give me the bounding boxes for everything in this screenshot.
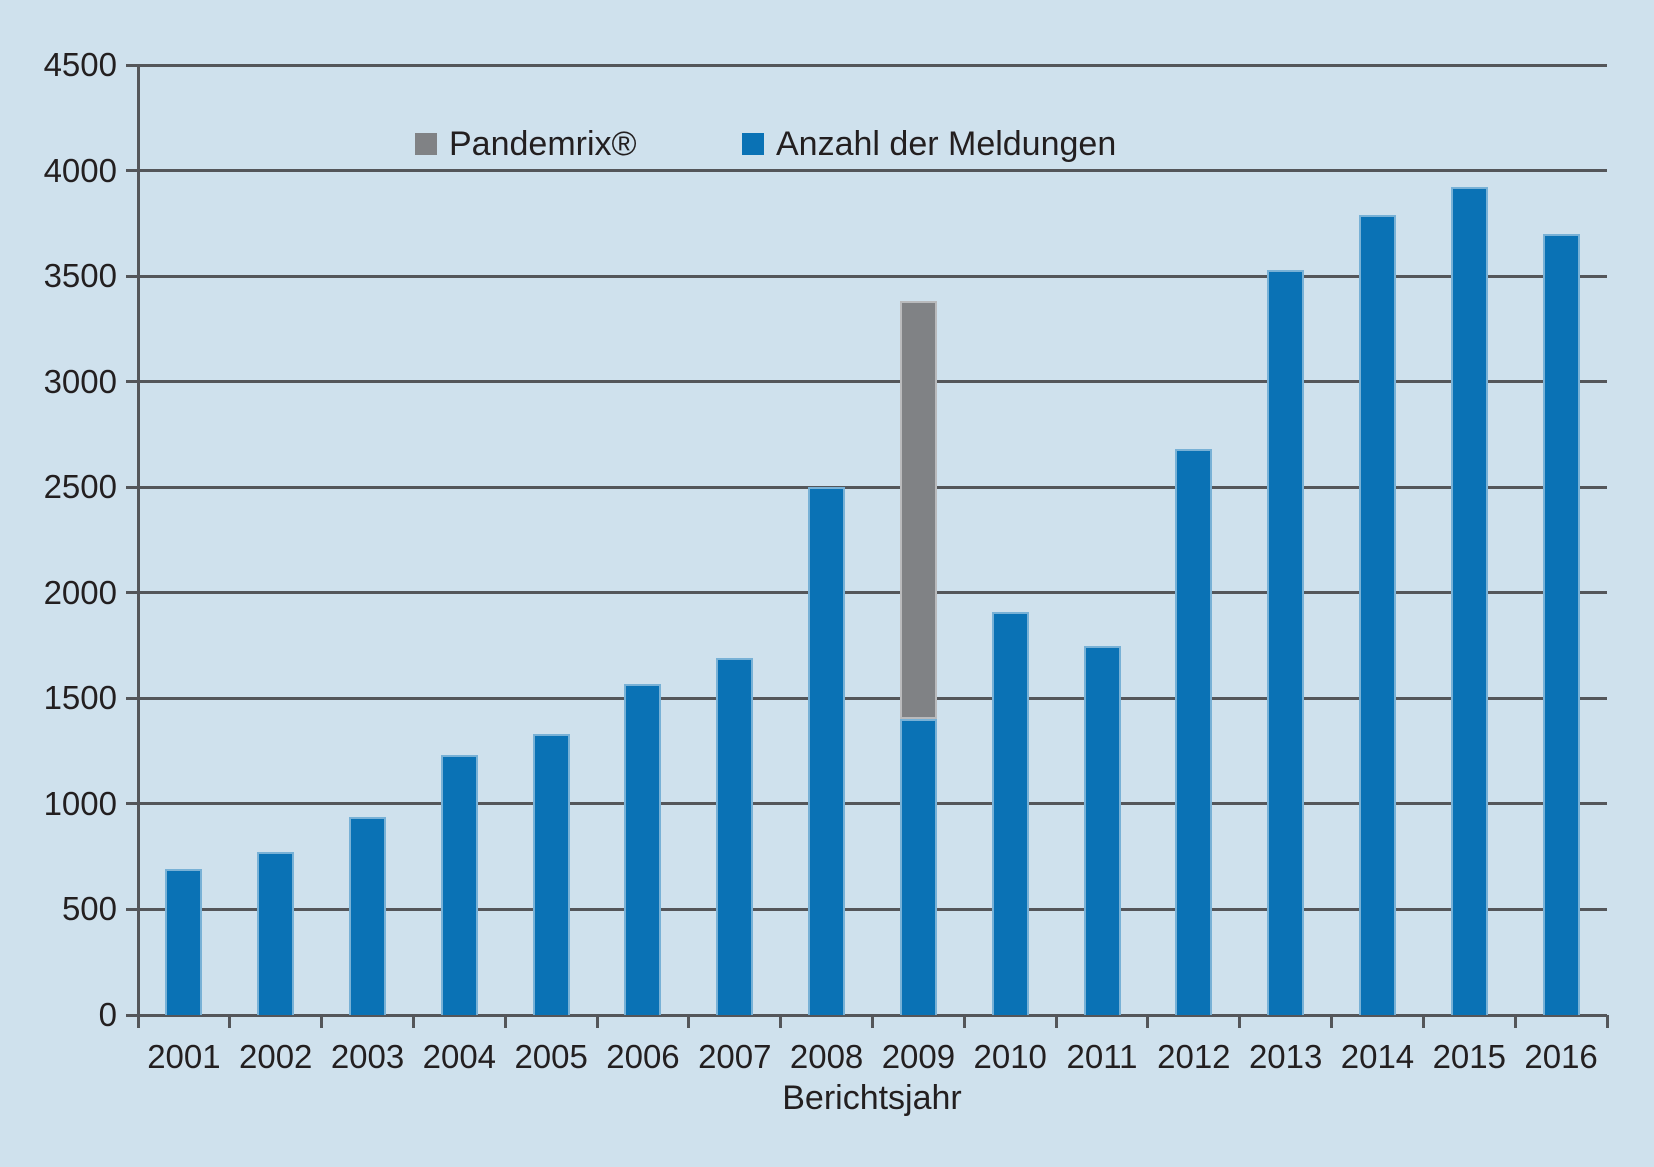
y-axis-tick	[126, 1013, 138, 1017]
bar-meldungen-2015	[1450, 187, 1488, 1015]
x-axis-label: 2002	[239, 1038, 313, 1075]
bar-meldungen-2010	[991, 611, 1029, 1015]
x-axis-tick	[136, 1015, 140, 1028]
y-axis-tick	[126, 380, 138, 384]
x-axis-label: 2006	[606, 1038, 680, 1075]
y-axis-label: 500	[61, 890, 117, 928]
bar-meldungen-2013	[1267, 269, 1305, 1015]
y-axis-label: 0	[98, 996, 117, 1033]
bar-meldungen-2006	[624, 683, 662, 1015]
x-axis-tick	[687, 1015, 691, 1028]
x-axis-tick	[228, 1015, 232, 1028]
y-axis-tick	[126, 169, 138, 173]
y-axis-tick	[126, 63, 138, 67]
x-axis-label: 2009	[881, 1038, 956, 1075]
bar-meldungen-2012	[1175, 449, 1213, 1015]
x-axis-label: 2012	[1157, 1038, 1231, 1075]
x-axis-tick	[1605, 1015, 1609, 1028]
x-axis-label: 2016	[1524, 1038, 1598, 1075]
x-axis-tick	[1238, 1015, 1242, 1028]
bar-meldungen-2009	[899, 719, 937, 1015]
gridline	[138, 274, 1607, 278]
y-axis-tick	[126, 696, 138, 700]
gridline	[138, 380, 1607, 384]
x-axis-tick	[1513, 1015, 1517, 1028]
y-axis-tick	[126, 802, 138, 806]
x-axis-tick	[1054, 1015, 1058, 1028]
gridline	[138, 696, 1607, 700]
x-axis-tick	[411, 1015, 415, 1028]
x-axis-tick	[1421, 1015, 1425, 1028]
x-axis-label: 2011	[1066, 1038, 1138, 1075]
y-axis-tick	[126, 274, 138, 278]
x-axis-label: 2013	[1248, 1038, 1323, 1075]
x-axis-tick	[503, 1015, 507, 1028]
y-axis-label: 1500	[43, 679, 117, 717]
y-axis-tick	[126, 485, 138, 489]
pandemrix-legend-swatch-icon	[415, 133, 437, 155]
y-axis-label: 4500	[43, 46, 117, 83]
x-axis-label: 2007	[698, 1038, 772, 1075]
gridline	[138, 169, 1607, 173]
bar-meldungen-2007	[716, 658, 754, 1015]
y-axis-label: 3000	[43, 362, 117, 400]
legend-item-pandemrix: Pandemrix®	[415, 124, 637, 164]
x-axis-tick	[1146, 1015, 1150, 1028]
bar-meldungen-2002	[257, 852, 295, 1015]
bar-pandemrix-2009	[899, 301, 937, 720]
x-axis-label: 2008	[789, 1038, 864, 1075]
y-axis-line	[136, 65, 140, 1028]
y-axis-label: 4000	[43, 151, 117, 189]
x-axis-label: 2015	[1432, 1038, 1506, 1075]
bar-meldungen-2003	[349, 816, 387, 1015]
legend-label-meldungen: Anzahl der Meldungen	[776, 125, 1117, 163]
x-axis-tick	[595, 1015, 599, 1028]
x-axis-tick	[962, 1015, 966, 1028]
x-axis-label: 2003	[330, 1038, 405, 1075]
gridline	[138, 802, 1607, 806]
bar-meldungen-2005	[532, 734, 570, 1015]
y-axis-tick	[126, 591, 138, 595]
y-axis-label: 2500	[43, 468, 117, 506]
y-axis-tick	[126, 907, 138, 911]
x-axis-label: 2010	[973, 1038, 1047, 1075]
y-axis-label: 2000	[43, 573, 117, 611]
legend-item-meldungen: Anzahl der Meldungen	[742, 124, 1116, 164]
bar-meldungen-2011	[1083, 645, 1121, 1015]
bar-meldungen-2004	[440, 755, 478, 1015]
x-axis-label: 2004	[422, 1038, 497, 1075]
gridline	[138, 63, 1607, 67]
meldungen-legend-swatch-icon	[742, 133, 764, 155]
y-axis-label: 1000	[43, 784, 117, 822]
x-axis-title: Berichtsjahr	[782, 1079, 962, 1117]
gridline	[138, 591, 1607, 595]
x-axis-tick	[871, 1015, 874, 1028]
x-axis-tick	[779, 1015, 783, 1028]
x-axis-label: 2001	[147, 1038, 221, 1075]
gridline	[138, 907, 1607, 911]
x-axis-label: 2014	[1340, 1038, 1415, 1075]
bar-meldungen-2016	[1542, 233, 1580, 1015]
gridline	[138, 485, 1607, 489]
legend-label-pandemrix: Pandemrix®	[449, 125, 637, 163]
x-axis-tick	[1330, 1015, 1334, 1028]
x-axis-label: 2005	[514, 1038, 588, 1075]
y-axis-label: 3500	[43, 257, 117, 295]
x-axis-tick	[320, 1015, 324, 1028]
bar-meldungen-2008	[808, 487, 846, 1015]
bar-meldungen-2001	[165, 869, 203, 1015]
bar-meldungen-2014	[1358, 214, 1396, 1015]
